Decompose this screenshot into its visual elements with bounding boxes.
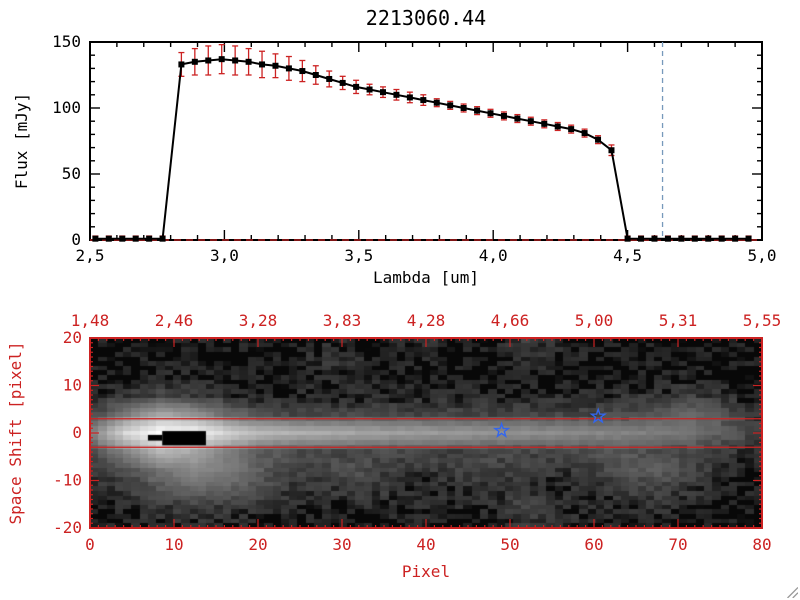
svg-text:10: 10 — [164, 535, 183, 554]
svg-text:-10: -10 — [53, 471, 82, 490]
aperture-lines — [90, 418, 762, 448]
svg-text:50: 50 — [62, 164, 81, 183]
spectrum-plot: 2,5 3,0 3,5 4,0 4,5 5,0 0 50 100 150 — [52, 32, 777, 265]
error-bars — [92, 43, 752, 241]
image-tick-marks — [89, 337, 763, 529]
svg-text:4,0: 4,0 — [479, 246, 508, 265]
svg-text:50: 50 — [500, 535, 519, 554]
svg-text:80: 80 — [752, 535, 771, 554]
svg-text:-20: -20 — [53, 518, 82, 537]
svg-text:40: 40 — [416, 535, 435, 554]
pixel-tick-labels: 0 10 20 30 40 50 60 70 80 — [85, 535, 771, 554]
wavelength-top-tick-labels: 1,48 2,46 3,28 3,83 4,28 4,66 5,00 5,31 5,55 — [71, 311, 782, 330]
svg-text:20: 20 — [248, 535, 267, 554]
svg-text:5,31: 5,31 — [659, 311, 698, 330]
space-shift-axis-label: Space Shift [pixel] — [6, 341, 25, 525]
svg-text:0: 0 — [85, 535, 95, 554]
spectrum-axes — [89, 41, 763, 241]
svg-text:5,0: 5,0 — [748, 246, 777, 265]
spectrum-tick-marks — [89, 41, 763, 241]
image-frame — [89, 337, 763, 529]
svg-text:5,55: 5,55 — [743, 311, 782, 330]
svg-text:10: 10 — [63, 376, 82, 395]
lambda-axis-label: Lambda [um] — [373, 268, 479, 287]
svg-text:3,5: 3,5 — [344, 246, 373, 265]
svg-text:2,5: 2,5 — [76, 246, 105, 265]
star-markers — [492, 407, 607, 439]
svg-text:3,83: 3,83 — [323, 311, 362, 330]
flux-line — [95, 58, 749, 240]
flux-tick-labels: 0 50 100 150 — [52, 32, 81, 249]
resize-grip-icon[interactable] — [784, 584, 798, 598]
svg-text:20: 20 — [63, 328, 82, 347]
pixel-axis-label: Pixel — [401, 562, 451, 581]
svg-text:2,46: 2,46 — [155, 311, 194, 330]
svg-text:1,48: 1,48 — [71, 311, 110, 330]
svg-text:4,5: 4,5 — [613, 246, 642, 265]
svg-text:0: 0 — [72, 423, 82, 442]
svg-text:100: 100 — [52, 98, 81, 117]
svg-text:4,66: 4,66 — [491, 311, 530, 330]
flux-markers — [92, 56, 752, 242]
svg-text:70: 70 — [668, 535, 687, 554]
svg-text:150: 150 — [52, 32, 81, 51]
svg-text:5,00: 5,00 — [575, 311, 614, 330]
svg-text:0: 0 — [71, 230, 81, 249]
svg-text:30: 30 — [332, 535, 351, 554]
svg-text:4,28: 4,28 — [407, 311, 446, 330]
chart-title: 2213060.44 — [365, 6, 487, 30]
lambda-tick-labels: 2,5 3,0 3,5 4,0 4,5 5,0 — [76, 246, 777, 265]
svg-text:3,0: 3,0 — [210, 246, 239, 265]
shift-tick-labels: -20 -10 0 10 20 — [53, 328, 82, 537]
spectral-image — [90, 338, 762, 528]
svg-text:3,28: 3,28 — [239, 311, 278, 330]
svg-text:60: 60 — [584, 535, 603, 554]
